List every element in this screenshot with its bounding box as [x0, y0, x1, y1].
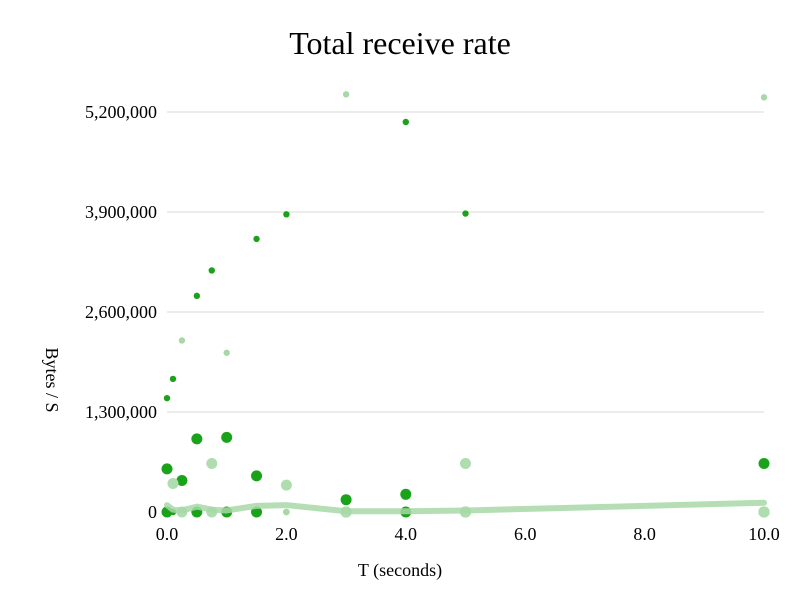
y-axis-label: Bytes / S [42, 347, 62, 412]
data-point [176, 474, 188, 486]
x-tick-label: 8.0 [633, 524, 656, 544]
data-point [462, 210, 469, 217]
y-tick-label: 5,200,000 [85, 102, 157, 122]
data-point [280, 479, 292, 491]
data-point [253, 235, 260, 243]
x-tick-label: 2.0 [275, 524, 298, 544]
x-tick-label: 6.0 [514, 524, 537, 544]
y-tick-labels: 0 1,300,000 2,600,000 3,900,000 5,200,000 [85, 102, 157, 522]
y-tick-label: 1,300,000 [85, 402, 157, 422]
data-point [460, 458, 471, 470]
data-point [191, 433, 203, 445]
data-point [340, 494, 352, 506]
x-tick-label: 10.0 [748, 524, 780, 544]
data-point [760, 94, 768, 101]
x-axis-label: T (seconds) [358, 560, 442, 581]
x-tick-label: 4.0 [395, 524, 418, 544]
data-point [208, 267, 215, 274]
data-point [178, 337, 186, 344]
series-4 [164, 499, 767, 515]
data-point [342, 91, 350, 98]
data-point [206, 458, 218, 470]
y-tick-label: 0 [148, 502, 157, 522]
data-point [400, 488, 412, 500]
x-tick-labels: 0.0 2.0 4.0 6.0 8.0 10.0 [156, 524, 780, 544]
data-point [167, 478, 179, 490]
data-point [283, 508, 290, 516]
chart-title: Total receive rate [289, 25, 511, 61]
data-point [161, 463, 173, 475]
data-point [169, 375, 177, 383]
data-point [251, 470, 263, 482]
series-line [164, 499, 767, 515]
data-point [223, 349, 230, 356]
y-tick-label: 2,600,000 [85, 302, 157, 322]
series-1 [163, 91, 768, 516]
grid-lines [167, 111, 764, 413]
data-point [402, 118, 409, 126]
series-layer [161, 91, 770, 518]
data-point [283, 211, 290, 218]
x-tick-label: 0.0 [156, 524, 179, 544]
data-point [221, 431, 233, 443]
series-0 [163, 118, 768, 516]
data-point [758, 506, 770, 518]
y-tick-label: 3,900,000 [85, 202, 157, 222]
data-point [193, 292, 201, 300]
data-point [758, 458, 770, 470]
data-point [163, 394, 171, 402]
